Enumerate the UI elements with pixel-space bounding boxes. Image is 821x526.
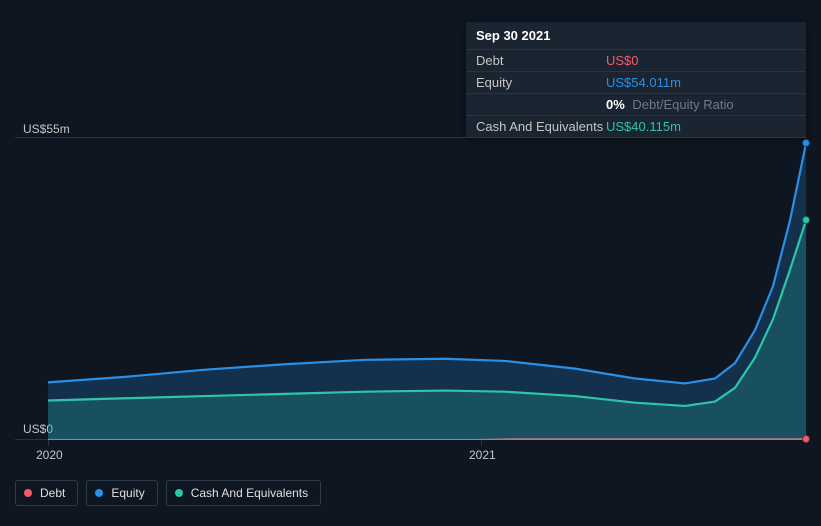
chart-plot xyxy=(15,138,806,440)
tooltip-ratio: 0% Debt/Equity Ratio xyxy=(606,97,734,112)
legend-dot xyxy=(24,489,32,497)
tooltip-label xyxy=(476,97,606,112)
series-end-marker xyxy=(802,139,810,147)
y-axis-label: US$55m xyxy=(23,122,70,136)
x-axis-label: 2021 xyxy=(469,448,496,462)
x-tick xyxy=(481,440,482,446)
chart-legend: Debt Equity Cash And Equivalents xyxy=(15,480,321,506)
ratio-text: Debt/Equity Ratio xyxy=(632,97,733,112)
legend-label: Equity xyxy=(111,486,144,500)
legend-item-cash[interactable]: Cash And Equivalents xyxy=(166,480,321,506)
tooltip-label: Debt xyxy=(476,53,606,68)
chart-tooltip: Sep 30 2021 Debt US$0 Equity US$54.011m … xyxy=(466,22,806,137)
tooltip-value: US$0 xyxy=(606,53,639,68)
tooltip-row-equity: Equity US$54.011m xyxy=(466,72,806,94)
tooltip-row-debt: Debt US$0 xyxy=(466,50,806,72)
x-axis-label: 2020 xyxy=(36,448,63,462)
chart-svg xyxy=(15,138,806,440)
tooltip-label: Equity xyxy=(476,75,606,90)
legend-label: Debt xyxy=(40,486,65,500)
tooltip-value: US$40.115m xyxy=(606,119,681,134)
series-end-marker xyxy=(802,216,810,224)
tooltip-date: Sep 30 2021 xyxy=(466,22,806,50)
tooltip-label: Cash And Equivalents xyxy=(476,119,606,134)
legend-item-debt[interactable]: Debt xyxy=(15,480,78,506)
ratio-percent: 0% xyxy=(606,97,625,112)
legend-item-equity[interactable]: Equity xyxy=(86,480,157,506)
tooltip-row-cash: Cash And Equivalents US$40.115m xyxy=(466,116,806,137)
legend-label: Cash And Equivalents xyxy=(191,486,308,500)
x-tick xyxy=(48,440,49,446)
legend-dot xyxy=(175,489,183,497)
series-end-marker xyxy=(802,435,810,443)
tooltip-value: US$54.011m xyxy=(606,75,681,90)
legend-dot xyxy=(95,489,103,497)
tooltip-row-ratio: 0% Debt/Equity Ratio xyxy=(466,94,806,116)
